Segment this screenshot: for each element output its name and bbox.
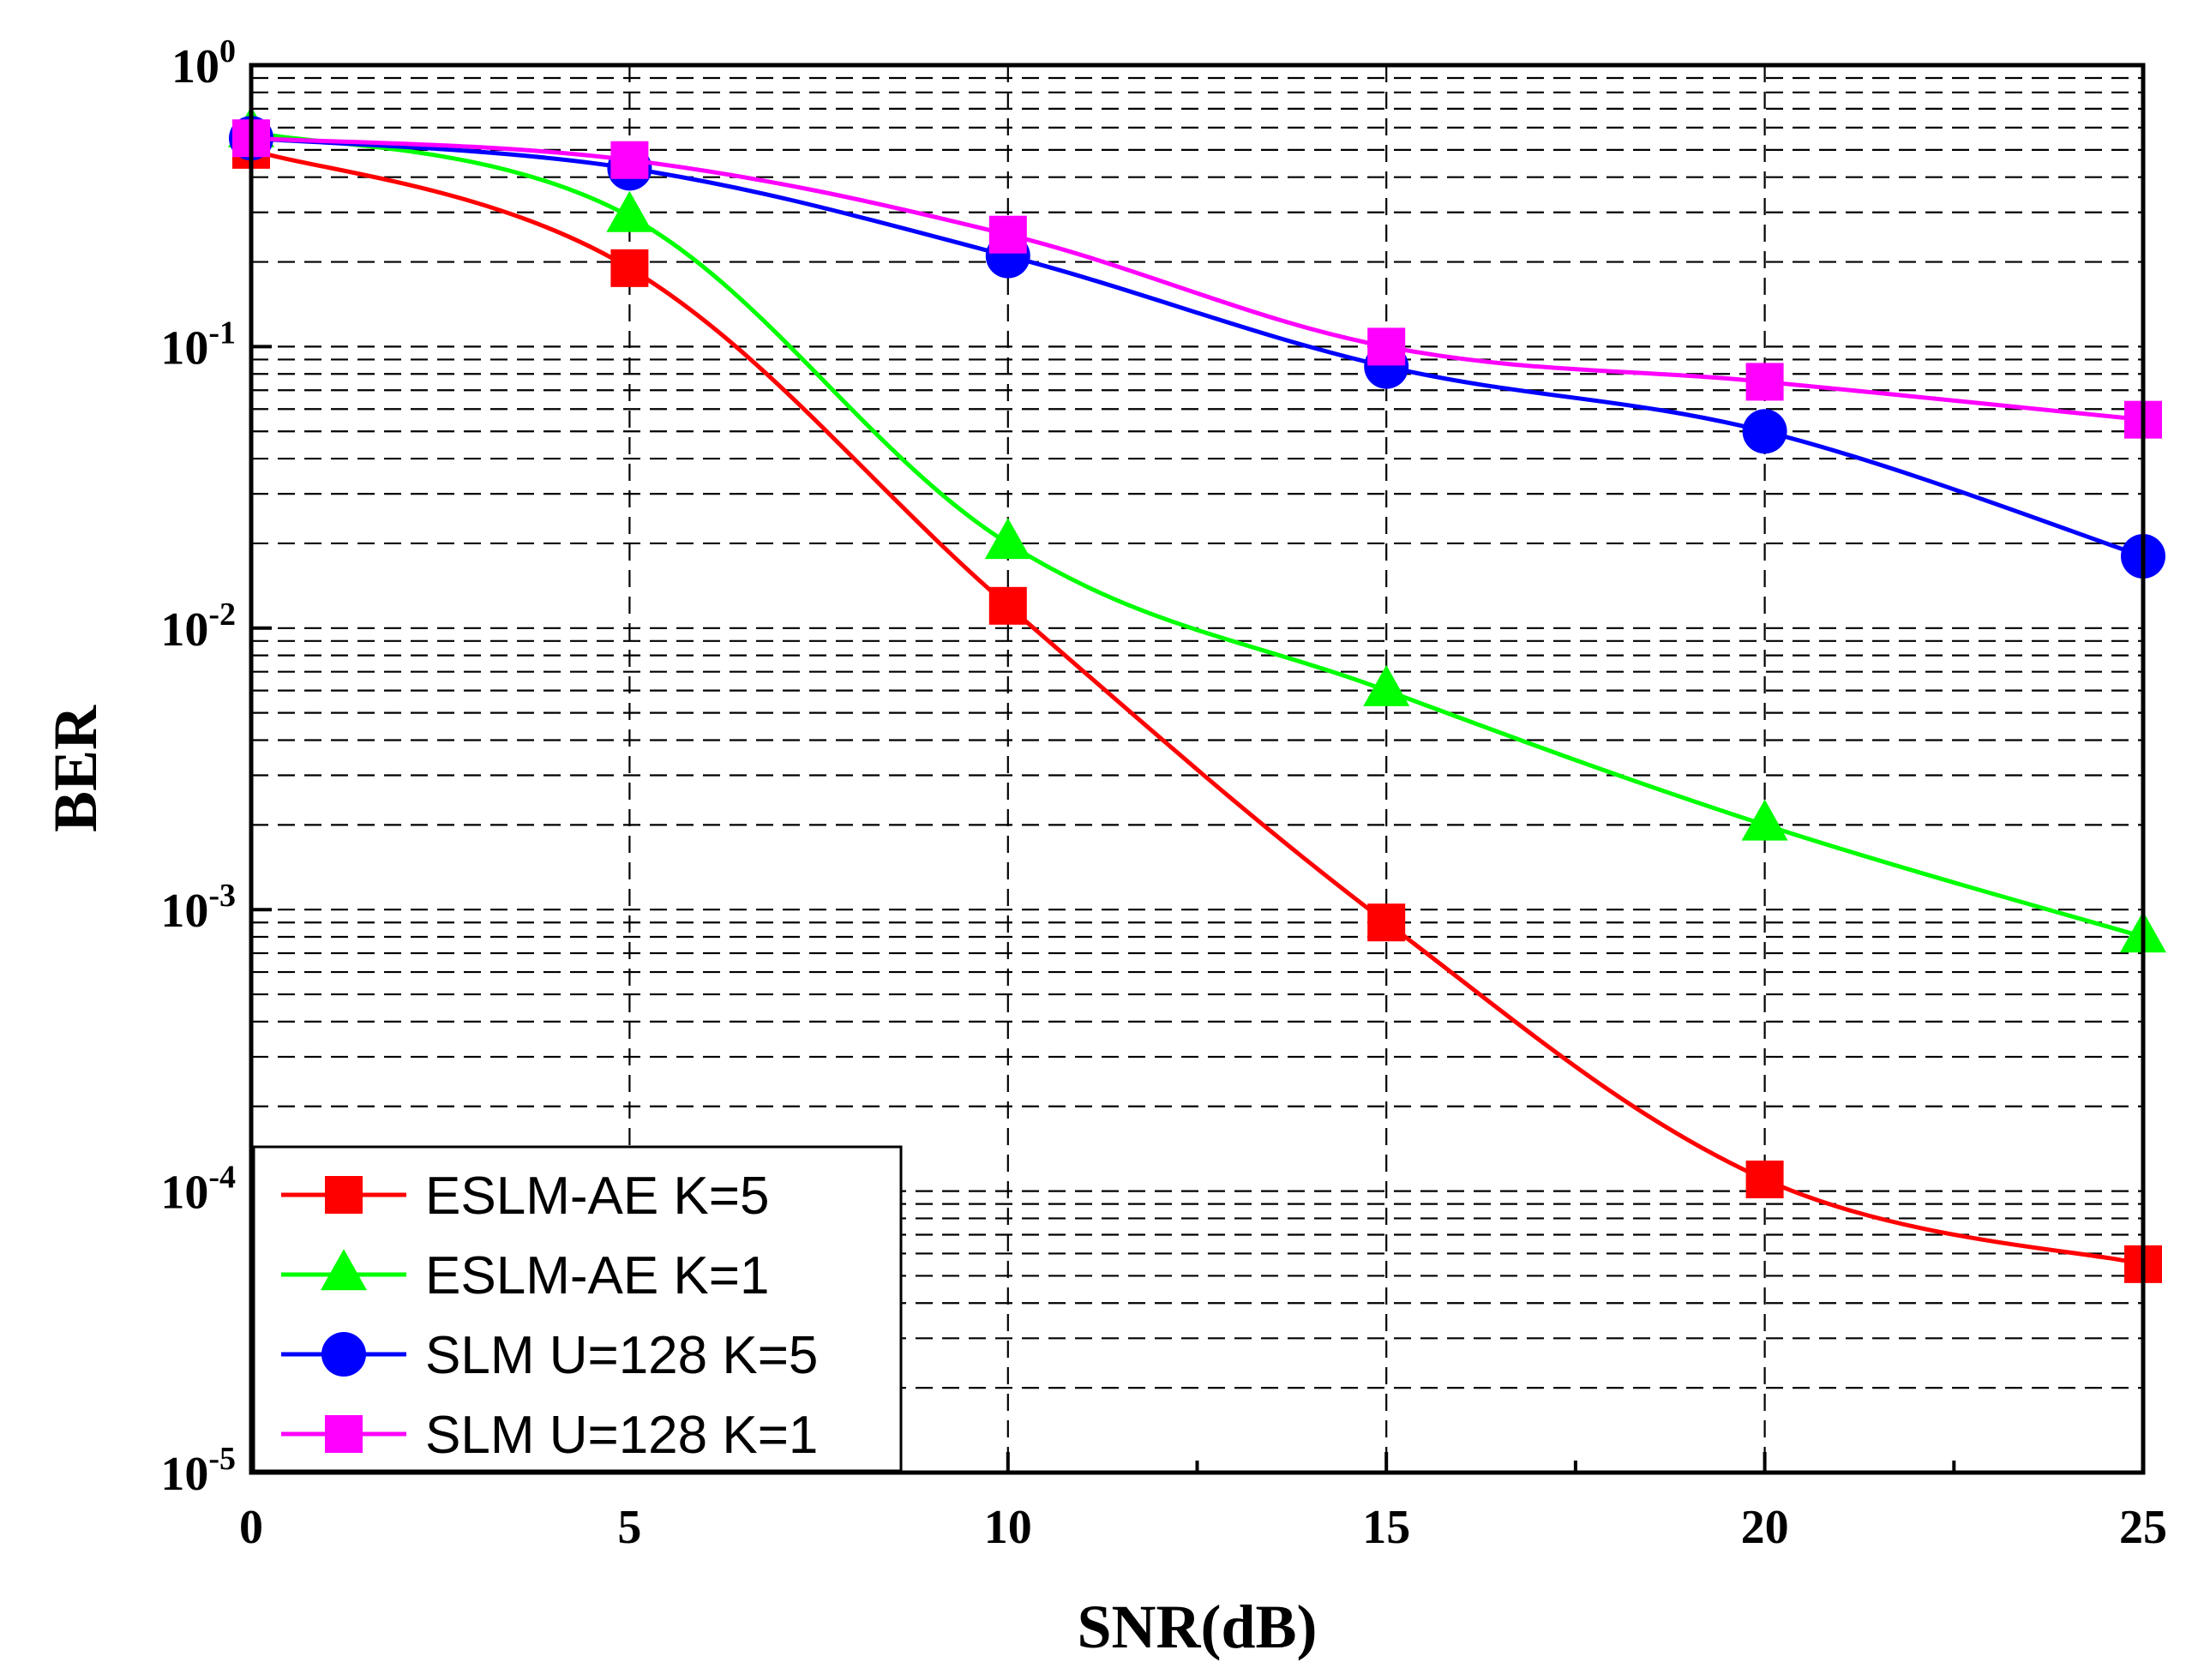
y-tick-label: 10-2 xyxy=(160,597,236,657)
y-tick-label: 10-4 xyxy=(160,1160,236,1220)
x-tick-label: 20 xyxy=(1741,1501,1789,1554)
grid-lines xyxy=(251,65,2143,1473)
tick-labels: 0 5 10 15 20 25 100 10-1 10-2 10-3 10-4 10-5 xyxy=(160,33,2167,1554)
data-point xyxy=(988,586,1027,625)
series-line xyxy=(250,147,2144,1267)
series-line xyxy=(250,135,2144,423)
legend-marker xyxy=(321,1249,367,1291)
data-point xyxy=(1742,409,1787,454)
legend-entry: ESLM-AE K=1 xyxy=(281,1246,769,1305)
legend-marker xyxy=(325,1176,363,1214)
data-point xyxy=(1363,664,1410,706)
x-tick-label: 15 xyxy=(1362,1501,1410,1554)
legend: ESLM-AE K=5 ESLM-AE K=1 SLM U=128 K=5 SLM U… xyxy=(252,1145,903,1473)
plot-frame xyxy=(249,63,2146,1475)
legend-marker xyxy=(321,1332,366,1377)
series-1 xyxy=(232,130,2162,1283)
legend-label: ESLM-AE K=5 xyxy=(425,1167,769,1226)
y-tick-label: 10-1 xyxy=(160,315,236,375)
data-point xyxy=(1741,799,1788,841)
legend-entry: SLM U=128 K=5 xyxy=(281,1326,818,1385)
data-point xyxy=(1367,903,1406,942)
y-tick-label: 100 xyxy=(171,33,236,93)
series-line xyxy=(250,135,2144,559)
data-point xyxy=(610,249,649,287)
data-point xyxy=(1367,327,1406,366)
data-point xyxy=(610,141,649,179)
y-axis-title: BER xyxy=(41,705,110,832)
x-axis-title: SNR(dB) xyxy=(1077,1593,1317,1661)
x-tick-label: 25 xyxy=(2119,1501,2167,1554)
x-tick-label: 0 xyxy=(239,1501,263,1554)
x-tick-label: 5 xyxy=(617,1501,641,1554)
legend-label: ESLM-AE K=1 xyxy=(425,1246,769,1305)
data-point xyxy=(984,518,1031,560)
y-tick-label: 10-5 xyxy=(160,1441,236,1501)
legend-marker xyxy=(325,1415,363,1453)
data-point xyxy=(988,215,1027,254)
legend-entry: SLM U=128 K=1 xyxy=(281,1406,818,1465)
legend-label: SLM U=128 K=5 xyxy=(425,1326,818,1385)
legend-entry: ESLM-AE K=5 xyxy=(281,1167,769,1226)
y-tick-label: 10-3 xyxy=(160,878,236,938)
data-point xyxy=(1745,1161,1784,1199)
legend-label: SLM U=128 K=1 xyxy=(425,1406,818,1465)
data-point xyxy=(1745,363,1784,401)
x-tick-label: 10 xyxy=(984,1501,1032,1554)
series-line xyxy=(250,129,2144,939)
data-point xyxy=(606,190,653,232)
